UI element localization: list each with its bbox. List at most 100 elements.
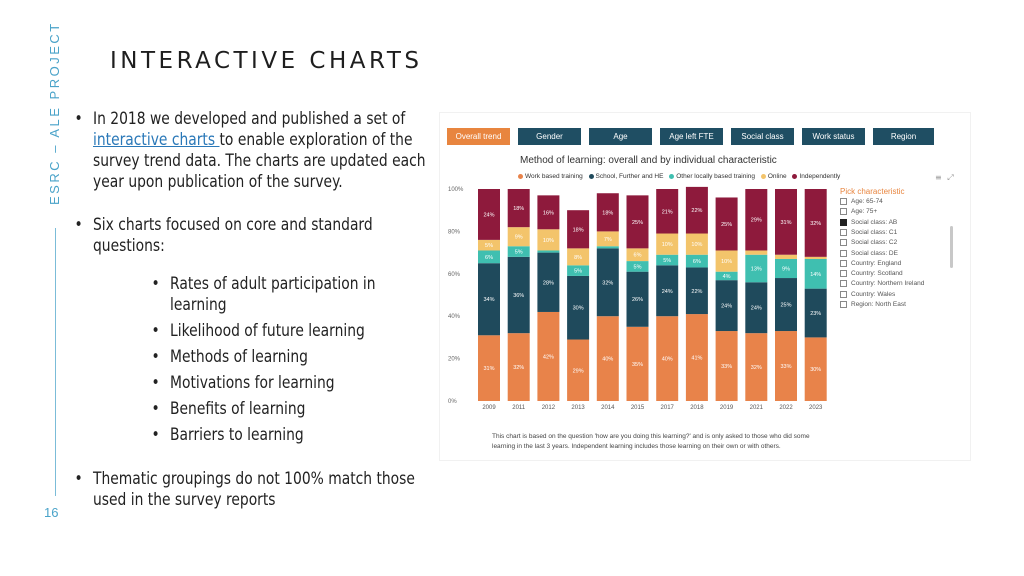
bar-segment	[775, 254, 797, 259]
side-label: ESRC – ALE PROJECT	[47, 21, 62, 205]
bullet-dot: •	[74, 109, 83, 128]
x-tick-label: 2017	[661, 405, 675, 411]
checkbox[interactable]	[840, 228, 847, 236]
tab-gender[interactable]: Gender	[518, 128, 581, 145]
checkbox[interactable]	[840, 239, 847, 247]
data-label: 33%	[780, 364, 791, 370]
bar-segment	[715, 271, 738, 281]
bar-segment	[537, 250, 560, 253]
expand-icon[interactable]: ⤢	[947, 173, 954, 182]
pick-item[interactable]: Country: Wales	[840, 290, 895, 298]
tab-overall-trend[interactable]: Overall trend	[447, 128, 510, 145]
pick-item[interactable]: Age: 65-74	[840, 198, 883, 205]
x-tick-label: 2009	[482, 405, 496, 411]
bar-segment	[478, 335, 500, 401]
x-tick-label: 2019	[720, 405, 734, 411]
pick-item[interactable]: Region: North East	[840, 301, 906, 308]
bar-segment	[626, 271, 649, 327]
checkbox[interactable]	[840, 208, 847, 216]
data-label: 33%	[721, 364, 732, 370]
bar-segment	[745, 189, 768, 251]
bar-segment	[745, 250, 768, 255]
legend-item[interactable]: Independently	[792, 173, 840, 180]
bar-segment	[478, 189, 500, 240]
bar-segment	[656, 265, 679, 317]
pick-item[interactable]: Social class: DE	[840, 249, 898, 257]
checkbox[interactable]	[840, 290, 847, 298]
y-tick-label: 60%	[448, 272, 461, 278]
legend-item[interactable]: School, Further and HE	[588, 173, 663, 180]
tab-social-class[interactable]: Social class	[731, 128, 794, 145]
pick-item[interactable]: Social class: AB	[840, 218, 897, 226]
legend-label: Independently	[799, 173, 841, 180]
tab-age[interactable]: Age	[589, 128, 652, 145]
tab-region[interactable]: Region	[873, 128, 934, 145]
data-label: 24%	[483, 212, 494, 218]
bar-segment	[715, 197, 738, 251]
bar-segment	[656, 189, 679, 234]
legend-item[interactable]: Other locally based training	[669, 173, 755, 180]
legend-item[interactable]: Online	[760, 173, 787, 180]
checkbox[interactable]	[840, 270, 847, 278]
bar-segment	[537, 311, 560, 401]
checkbox[interactable]	[840, 301, 847, 308]
list-item: • Methods of learning	[151, 347, 308, 366]
legend-swatch	[669, 173, 675, 179]
bar-segment	[775, 189, 797, 255]
legend-swatch	[588, 173, 594, 179]
data-label: 18%	[602, 210, 613, 216]
data-label: 5%	[574, 269, 582, 275]
data-label: 40%	[602, 357, 613, 363]
interactive-charts-link[interactable]: interactive charts	[93, 130, 220, 149]
bar-segment	[596, 231, 619, 247]
x-tick-label: 2018	[690, 405, 704, 411]
bar-segment	[656, 316, 679, 401]
data-label: 40%	[662, 357, 673, 363]
bar-segment	[478, 239, 500, 251]
pick-list-scrollbar[interactable]	[950, 226, 953, 268]
pick-item[interactable]: Country: Scotland	[840, 270, 903, 277]
bar-segment	[775, 258, 797, 279]
bar-segment	[685, 254, 708, 268]
x-tick-label: 2013	[571, 405, 585, 411]
pick-item[interactable]: Age: 75+	[840, 208, 877, 216]
bullet-dot: •	[74, 469, 83, 488]
tab-age-left-fte[interactable]: Age left FTE	[660, 128, 723, 145]
checkbox[interactable]	[840, 280, 847, 288]
pick-item-label: Country: England	[851, 260, 902, 268]
bar-segment	[685, 186, 708, 234]
checkbox[interactable]	[840, 249, 847, 257]
x-tick-label: 2023	[809, 405, 823, 411]
checkbox[interactable]	[840, 198, 847, 205]
tab-work-status[interactable]: Work status	[802, 128, 865, 145]
data-label: 25%	[632, 220, 643, 226]
legend-item[interactable]: Work based training	[518, 173, 583, 180]
checkbox[interactable]	[840, 218, 847, 226]
side-divider	[55, 228, 56, 496]
data-label: 9%	[515, 235, 523, 241]
data-label: 32%	[751, 365, 762, 371]
legend-label: Online	[767, 173, 787, 180]
data-label: 10%	[662, 242, 673, 248]
pick-item[interactable]: Country: England	[840, 259, 902, 268]
data-label: 26%	[632, 297, 643, 303]
checkbox[interactable]	[840, 259, 847, 267]
filter-icon[interactable]: ≡	[935, 173, 942, 182]
data-label: 24%	[721, 304, 732, 310]
data-label: 10%	[543, 238, 554, 244]
data-label: 6%	[485, 255, 493, 261]
bar-segment	[685, 233, 708, 255]
data-label: 5%	[663, 258, 671, 264]
bar-segment	[656, 233, 679, 255]
pick-item[interactable]: Social class: C1	[840, 228, 897, 236]
legend-label: Work based training	[525, 173, 583, 180]
pick-item-label: Age: 65-74	[851, 198, 883, 206]
y-tick-label: 20%	[448, 357, 461, 363]
legend-swatch	[792, 173, 798, 179]
data-label: 35%	[632, 362, 643, 368]
pick-item[interactable]: Country: Northern Ireland	[840, 280, 924, 288]
bullet-text-pre: In 2018 we developed and published a set…	[93, 109, 406, 128]
bar-segment	[745, 282, 768, 334]
bar-segment	[507, 227, 530, 247]
pick-item[interactable]: Social class: C2	[840, 239, 897, 246]
